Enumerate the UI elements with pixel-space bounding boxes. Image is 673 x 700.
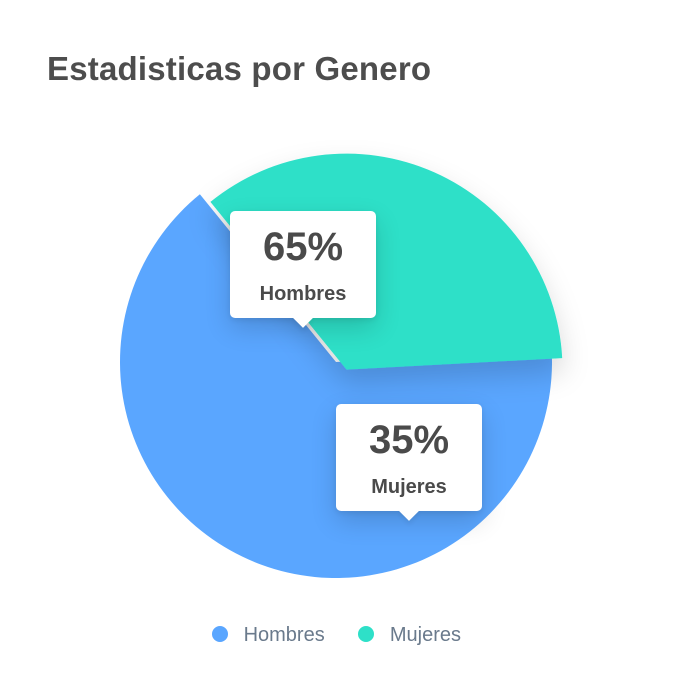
slice-callout-hombres: 65% Hombres xyxy=(230,211,376,318)
chart-title: Estadisticas por Genero xyxy=(47,50,432,87)
slice-percent-mujeres: 35% xyxy=(368,418,450,462)
legend-swatch-mujeres xyxy=(358,625,375,642)
legend-label-mujeres: Mujeres xyxy=(389,624,461,647)
slice-callout-mujeres: 35% Mujeres xyxy=(336,404,482,511)
legend-label-hombres: Hombres xyxy=(243,624,325,647)
chart-legend: Hombres Mujeres xyxy=(0,624,673,647)
pie-slice-mujeres[interactable] xyxy=(210,153,563,370)
slice-label-mujeres: Mujeres xyxy=(371,476,447,498)
slice-percent-hombres: 65% xyxy=(262,225,344,269)
legend-item-mujeres[interactable]: Mujeres xyxy=(358,624,461,647)
legend-item-hombres[interactable]: Hombres xyxy=(212,624,325,647)
legend-swatch-hombres xyxy=(212,625,229,642)
slice-label-hombres: Hombres xyxy=(259,283,347,305)
